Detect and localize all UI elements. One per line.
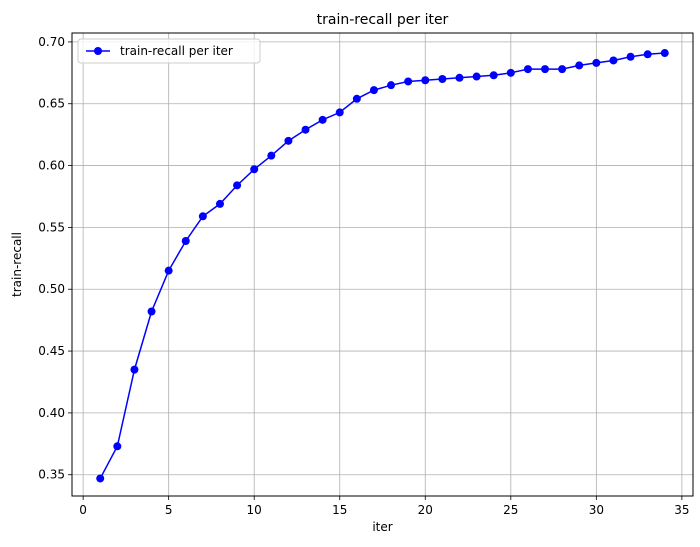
y-tick-label: 0.45 bbox=[38, 344, 65, 358]
data-point bbox=[506, 68, 515, 77]
y-tick-label: 0.60 bbox=[38, 159, 65, 173]
data-point bbox=[592, 58, 601, 67]
data-point bbox=[96, 474, 105, 483]
data-point bbox=[318, 115, 327, 124]
x-tick-label: 25 bbox=[503, 503, 518, 517]
data-point bbox=[267, 151, 276, 160]
data-point bbox=[164, 266, 173, 275]
data-point bbox=[472, 72, 481, 81]
legend-marker-swatch bbox=[94, 47, 102, 55]
data-point bbox=[643, 50, 652, 59]
data-point bbox=[558, 65, 567, 74]
x-tick-label: 30 bbox=[589, 503, 604, 517]
legend-box bbox=[77, 38, 261, 64]
data-point bbox=[387, 81, 396, 90]
y-tick-label: 0.55 bbox=[38, 220, 65, 234]
data-point bbox=[335, 108, 344, 117]
data-point bbox=[421, 76, 430, 85]
series-layer bbox=[96, 49, 669, 483]
data-point bbox=[369, 86, 378, 95]
legend-label: train-recall per iter bbox=[120, 44, 233, 58]
legend: train-recall per iter bbox=[77, 38, 261, 64]
x-tick-label: 15 bbox=[332, 503, 347, 517]
y-tick-label: 0.50 bbox=[38, 282, 65, 296]
y-tick-label: 0.70 bbox=[38, 35, 65, 49]
data-point bbox=[609, 56, 618, 65]
data-point bbox=[455, 73, 464, 82]
y-tick-label: 0.65 bbox=[38, 97, 65, 111]
y-tick-label: 0.35 bbox=[38, 468, 65, 482]
data-point bbox=[438, 75, 447, 84]
axis-ticks: 0 5 10 15 20 25 30 35 0.35 0.40 0.45 0.50 0.55 0.60 0.… bbox=[38, 35, 689, 517]
data-point bbox=[147, 307, 156, 316]
data-point bbox=[130, 365, 139, 374]
data-point bbox=[523, 65, 532, 74]
data-point bbox=[198, 212, 207, 221]
y-tick-label: 0.40 bbox=[38, 406, 65, 420]
data-point bbox=[284, 136, 293, 145]
x-tick-label: 35 bbox=[674, 503, 689, 517]
data-point bbox=[489, 71, 498, 80]
y-axis-title: train-recall bbox=[10, 232, 24, 297]
series-line bbox=[99, 52, 665, 479]
data-point bbox=[541, 65, 550, 74]
data-point bbox=[233, 181, 242, 190]
data-point bbox=[660, 49, 669, 58]
data-point bbox=[404, 77, 413, 86]
data-point bbox=[250, 165, 259, 174]
data-point bbox=[626, 52, 635, 61]
data-point bbox=[575, 61, 584, 70]
data-point bbox=[352, 94, 361, 103]
x-tick-label: 20 bbox=[418, 503, 433, 517]
data-point bbox=[215, 199, 224, 208]
x-tick-label: 0 bbox=[79, 503, 87, 517]
data-point bbox=[301, 125, 310, 134]
chart-title: train-recall per iter bbox=[317, 12, 449, 28]
x-tick-label: 10 bbox=[247, 503, 262, 517]
grid-lines bbox=[72, 33, 693, 496]
x-axis-title: iter bbox=[372, 520, 392, 534]
plot-frame bbox=[71, 32, 694, 497]
x-tick-label: 5 bbox=[165, 503, 173, 517]
data-point bbox=[181, 237, 190, 246]
data-point bbox=[113, 442, 122, 451]
